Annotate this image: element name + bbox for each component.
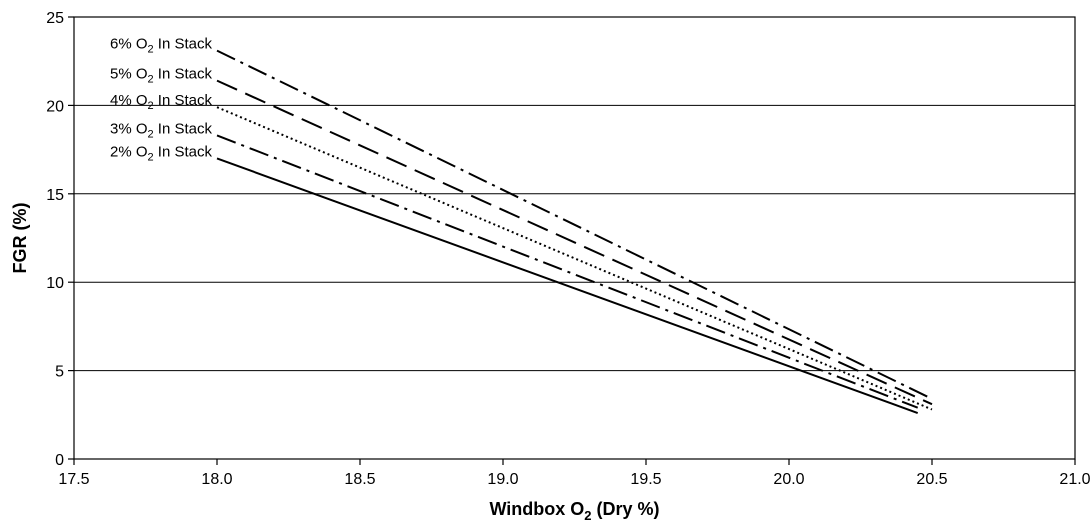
series-label: 5% O2 In Stack xyxy=(110,66,213,86)
x-tick-label: 20.0 xyxy=(773,471,804,488)
y-tick-label: 15 xyxy=(46,187,64,204)
plot-frame xyxy=(73,16,1076,460)
y-axis-title: FGR (%) xyxy=(10,203,30,274)
x-tick-label: 20.5 xyxy=(916,471,947,488)
series-lines xyxy=(216,49,933,414)
grid-lines xyxy=(74,104,1075,372)
x-tick-label: 21.0 xyxy=(1059,471,1090,488)
y-axis: 0 5 10 15 20 25 xyxy=(46,10,74,469)
series-label: 3% O2 In Stack xyxy=(110,120,213,140)
series-line xyxy=(216,157,919,414)
x-axis: 17.5 18.0 18.5 19.0 19.5 20.0 20.5 21.0 xyxy=(58,459,1090,488)
y-tick-label: 20 xyxy=(46,98,64,115)
series-line xyxy=(216,49,933,400)
x-axis-title-main: Windbox O xyxy=(489,499,584,519)
series-line xyxy=(216,134,919,409)
series-label: 2% O2 In Stack xyxy=(110,143,213,163)
x-tick-label: 17.5 xyxy=(58,471,89,488)
x-tick-label: 19.0 xyxy=(487,471,518,488)
series-labels: 6% O2 In Stack 5% O2 In Stack 4% O2 In Sta… xyxy=(110,36,213,164)
y-tick-label: 5 xyxy=(55,364,64,381)
y-tick-label: 10 xyxy=(46,275,64,292)
series-line xyxy=(216,106,933,411)
x-axis-title-rest: (Dry %) xyxy=(592,499,660,519)
series-label: 4% O2 In Stack xyxy=(110,92,213,112)
series-label: 6% O2 In Stack xyxy=(110,36,213,56)
x-tick-label: 18.5 xyxy=(344,471,375,488)
y-tick-label: 0 xyxy=(55,452,64,469)
series-line xyxy=(216,79,933,406)
x-axis-title-sub: 2 xyxy=(584,508,591,521)
x-tick-label: 18.0 xyxy=(201,471,232,488)
x-axis-title: Windbox O2 (Dry %) xyxy=(489,499,659,521)
y-tick-label: 25 xyxy=(46,10,64,27)
x-tick-label: 19.5 xyxy=(630,471,661,488)
